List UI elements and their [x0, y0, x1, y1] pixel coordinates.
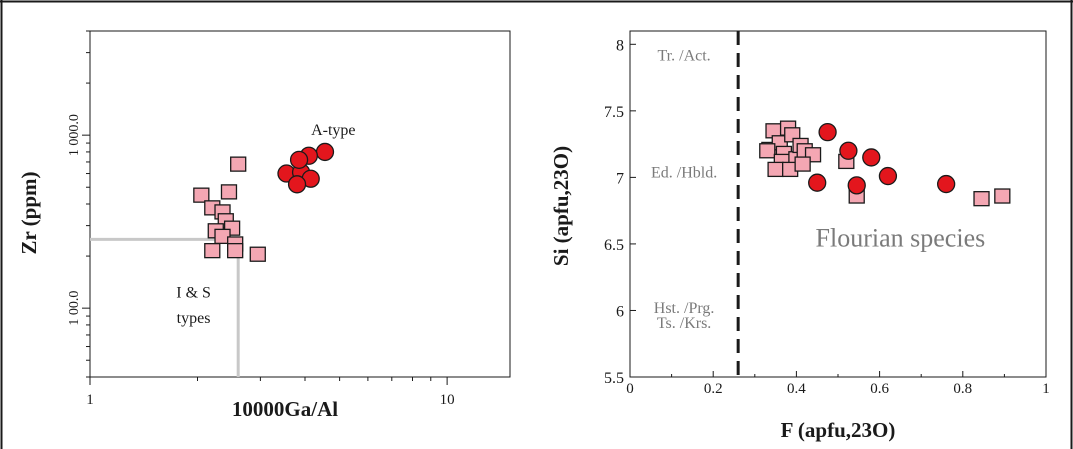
square-point: [794, 156, 811, 172]
circle-point: [818, 122, 837, 142]
zr-vs-gaal-chart: 1 10 1 00.0 1 000.0 A-type I & S types 10000…: [17, 30, 511, 421]
square-point: [249, 246, 266, 262]
left-plot-border: [89, 30, 511, 378]
circle-point: [839, 141, 858, 160]
left-data-points: [193, 142, 335, 262]
circle-point: [289, 150, 309, 169]
y-tick-label: 6.5: [604, 237, 624, 254]
x-tick-label: 0.8: [953, 381, 972, 397]
left-y-axis-ticks: 1 00.0 1 000.0: [67, 30, 90, 378]
annotation-label: Tr. /Act.: [657, 47, 710, 64]
left-x-axis-ticks: 1 10: [86, 377, 455, 408]
circle-point: [937, 174, 956, 194]
square-point: [994, 188, 1011, 204]
left-y-axis-label: Zr (ppm): [17, 171, 41, 254]
annotation-label: Flourian species: [816, 224, 986, 253]
y-tick-label: 1 00.0: [67, 291, 82, 326]
square-point: [204, 242, 221, 259]
square-point: [230, 156, 247, 172]
circle-point: [878, 166, 898, 186]
left-x-axis-label: 10000Ga/Al: [232, 397, 338, 421]
circle-point: [287, 175, 307, 194]
annotation-label: A-type: [311, 122, 355, 139]
circle-point: [315, 142, 335, 162]
x-tick-label: 1: [1042, 381, 1050, 397]
i-s-type-boundary: [90, 237, 240, 377]
y-tick-label: 1 000.0: [67, 114, 82, 156]
x-tick-label: 0: [626, 381, 634, 397]
annotation-label: I & S: [176, 285, 211, 302]
square-point: [227, 242, 244, 259]
x-tick-label: 1: [86, 392, 94, 408]
y-tick-label: 5.5: [604, 370, 624, 387]
right-x-axis-label: F (apfu,23O): [781, 418, 896, 442]
y-tick-label: 7.5: [604, 104, 624, 121]
right-annotations: Tr. /Act. Ed. /Hbld. Hst. /Prg.Ts. /Krs. Fl…: [651, 47, 985, 331]
circle-point: [862, 148, 881, 167]
y-tick-label: 7: [616, 170, 624, 187]
x-tick-label: 0.4: [787, 381, 806, 397]
right-y-axis-label: Si (apfu,23O): [549, 146, 573, 266]
si-vs-f-chart: 0 0.2 0.4 0.6 0.8 1 5.5 6 6.5 7 7.5 8 Tr. /Act. Ed.…: [549, 30, 1050, 442]
square-point: [767, 161, 784, 178]
right-data-points: [759, 120, 1011, 207]
square-point: [973, 191, 990, 207]
x-tick-label: 0.6: [870, 381, 889, 397]
right-x-axis-ticks: 0 0.2 0.4 0.6 0.8 1: [626, 371, 1050, 397]
square-point: [193, 187, 210, 203]
annotation-label: types: [177, 310, 211, 327]
circle-point: [847, 176, 866, 195]
y-tick-label: 8: [616, 37, 624, 54]
left-annotations: A-type I & S types: [176, 122, 355, 327]
x-tick-label: 0.2: [704, 381, 723, 397]
square-point: [759, 143, 776, 159]
x-tick-label: 10: [440, 392, 455, 408]
annotation-label: Hst. /Prg.: [654, 300, 715, 317]
y-tick-label: 6: [616, 303, 624, 320]
annotation-label: Ts. /Krs.: [657, 315, 711, 332]
square-point: [220, 184, 238, 200]
right-y-axis-ticks: 5.5 6 6.5 7 7.5 8: [604, 37, 636, 387]
annotation-label: Ed. /Hbld.: [651, 164, 717, 181]
circle-point: [808, 173, 827, 192]
